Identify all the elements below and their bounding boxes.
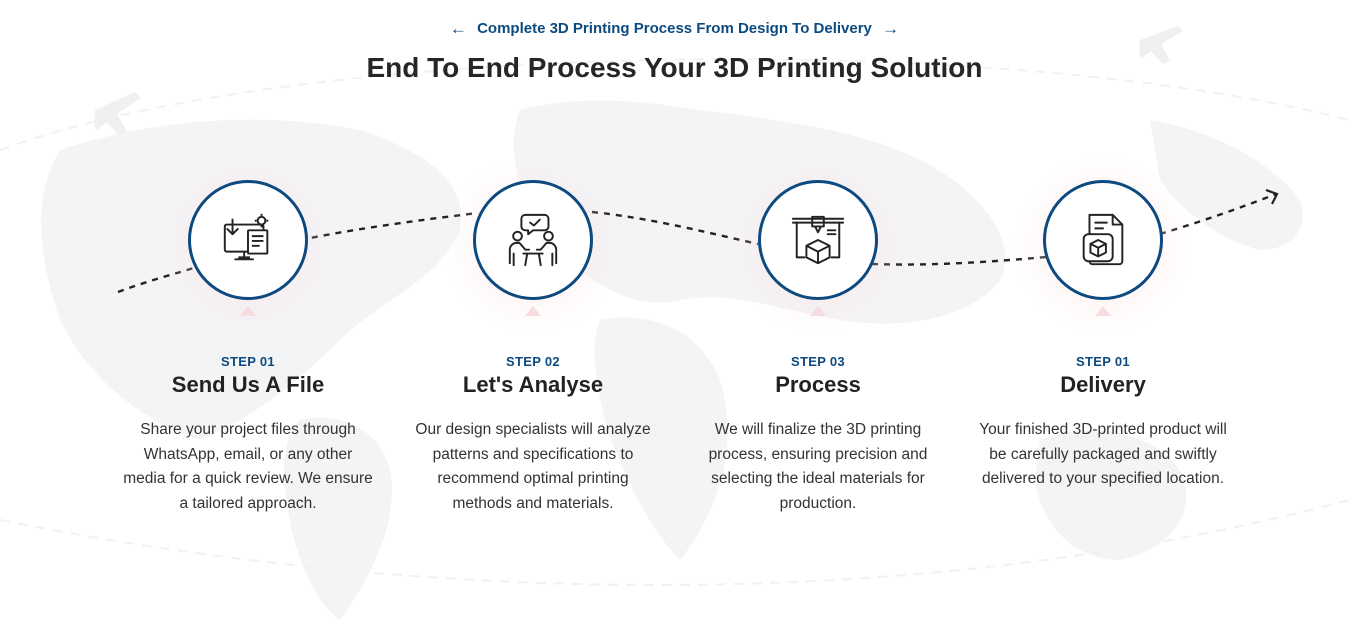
step-pointer (810, 306, 826, 316)
process-step-process: STEP 03 Process We will finalize the 3D … (688, 155, 948, 516)
step-pointer (525, 306, 541, 316)
step-icon-circle (188, 180, 308, 300)
step-title: Send Us A File (171, 372, 325, 397)
step-description: Your finished 3D-printed product will be… (979, 421, 1227, 487)
process-step-send-file: STEP 01 Send Us A File Share your projec… (118, 155, 378, 516)
step-pointer (1095, 306, 1111, 316)
step-title: Let's Analyse (462, 372, 604, 397)
consultation-meeting-icon (508, 213, 558, 267)
section-title: End To End Process Your 3D Printing Solu… (366, 52, 983, 83)
3d-printer-icon (791, 215, 845, 265)
step-number: STEP 01 (1076, 354, 1130, 369)
step-icon-circle (473, 180, 593, 300)
step-title: Process (775, 372, 861, 397)
step-description: We will finalize the 3D printing process… (708, 421, 928, 512)
step-number: STEP 01 (221, 354, 275, 369)
arrow-head-icon (1265, 188, 1279, 205)
eyebrow-text: Complete 3D Printing Process From Design… (477, 20, 872, 37)
step-description: Our design specialists will analyze patt… (415, 421, 651, 512)
step-number: STEP 02 (506, 354, 560, 369)
process-step-delivery: STEP 01 Delivery Your finished 3D-printe… (973, 155, 1233, 492)
upload-file-monitor-icon (223, 213, 269, 261)
arrow-left-icon: ← (449, 19, 467, 38)
section-eyebrow: ← Complete 3D Printing Process From Desi… (0, 19, 1349, 39)
step-icon-circle (1043, 180, 1163, 300)
step-number: STEP 03 (791, 354, 845, 369)
arrow-right-icon: → (882, 19, 900, 38)
step-title: Delivery (1060, 372, 1146, 397)
package-document-icon (1082, 213, 1124, 266)
step-description: Share your project files through WhatsAp… (123, 421, 373, 512)
process-step-analyse: STEP 02 Let's Analyse Our design special… (403, 155, 663, 516)
step-icon-circle (758, 180, 878, 300)
step-pointer (240, 306, 256, 316)
